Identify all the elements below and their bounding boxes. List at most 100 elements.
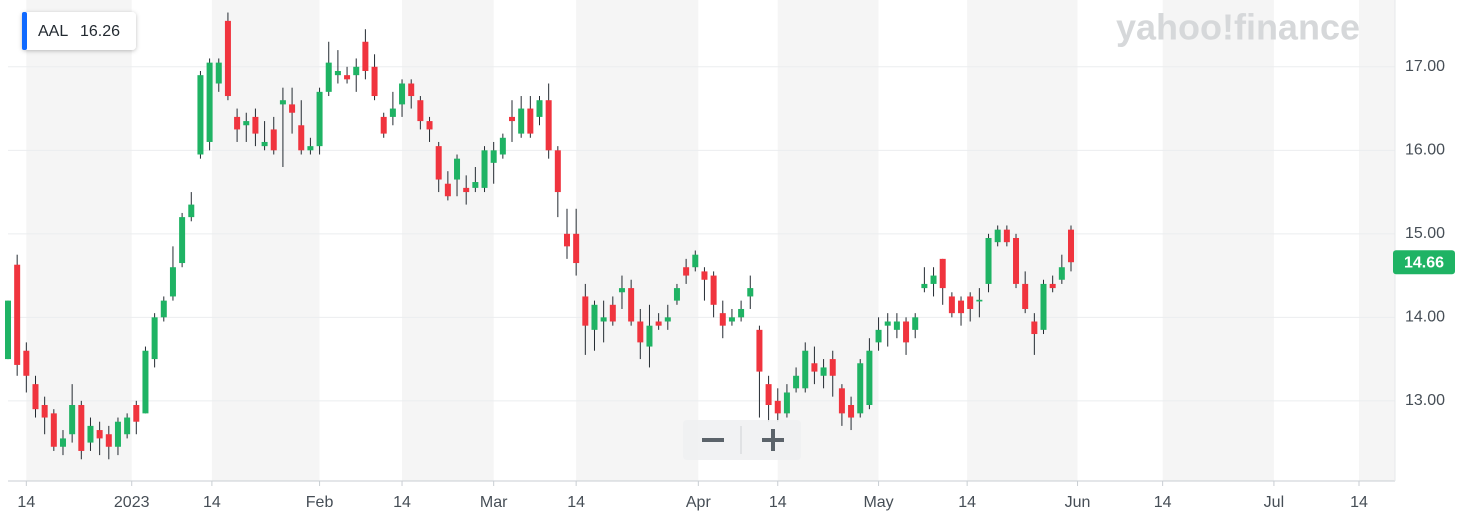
candle-body (96, 430, 103, 439)
shaded-column (1162, 0, 1274, 481)
candle-body (618, 288, 625, 293)
candle-body (380, 116, 387, 134)
candle-body (50, 413, 57, 447)
candle-body (234, 116, 241, 130)
candle-body (1013, 237, 1020, 284)
candle-body (985, 237, 992, 284)
candle-body (362, 41, 369, 71)
candle-body (820, 367, 827, 376)
shaded-column (402, 0, 494, 481)
candle-body (554, 150, 561, 193)
candle-body (683, 267, 690, 276)
y-tick-label: 14.00 (1405, 309, 1445, 326)
candle-body (912, 317, 919, 330)
watermark: yahoo!finance (1116, 7, 1360, 48)
x-tick-label: Jun (1065, 494, 1091, 511)
y-tick-label: 16.00 (1405, 142, 1445, 159)
candle-body (967, 296, 974, 309)
candle-body (692, 254, 699, 268)
candle-body (829, 359, 836, 376)
candle-body (958, 300, 965, 314)
candle-body (1003, 229, 1010, 243)
candle-body (179, 217, 186, 264)
candle-body (756, 329, 763, 372)
candle-body (499, 137, 506, 155)
candle-body (628, 288, 635, 322)
last-price-tag: 14.66 (1393, 250, 1455, 275)
shaded-column (1359, 0, 1395, 481)
candle-body (866, 350, 873, 406)
y-tick-label: 15.00 (1405, 225, 1445, 242)
candle-body (142, 350, 149, 414)
candle-body (105, 434, 112, 447)
candle-body (903, 321, 910, 343)
candle-body (32, 384, 39, 410)
ticker-accent (22, 12, 27, 50)
x-tick-label: Feb (306, 494, 334, 511)
candle-body (646, 325, 653, 347)
candle-body (252, 116, 259, 134)
grid-layer (8, 66, 1395, 486)
candle-body (563, 233, 570, 247)
x-tick-label: 14 (203, 494, 221, 511)
candle-body (160, 300, 167, 318)
zoom-controls (683, 420, 801, 460)
candle-body (114, 421, 121, 447)
y-tick-label: 13.00 (1405, 392, 1445, 409)
candle-body (710, 275, 717, 305)
background-layer (26, 0, 1395, 481)
y-tick-label: 17.00 (1405, 58, 1445, 75)
candle-body (435, 146, 442, 180)
candle-body (994, 229, 1001, 243)
candle-body (976, 299, 983, 302)
x-tick-label: 14 (1350, 494, 1368, 511)
candle-body (591, 304, 598, 330)
x-tick-label: 2023 (114, 494, 150, 511)
candle-body (133, 405, 140, 422)
ticker-symbol: AAL (38, 23, 68, 40)
candle-body (728, 317, 735, 322)
x-tick-label: Mar (480, 494, 508, 511)
candle-body (930, 275, 937, 284)
candle-body (545, 100, 552, 151)
candle-body (893, 321, 900, 330)
candle-body (41, 405, 48, 418)
candle-body (719, 313, 726, 326)
shaded-column (777, 0, 879, 481)
candle-body (261, 141, 268, 147)
candle-body (793, 375, 800, 389)
x-tick-label: Apr (686, 494, 712, 511)
candle-body (289, 104, 296, 113)
candle-body (124, 417, 131, 435)
last-price-box (1393, 250, 1455, 275)
candle-body (655, 321, 662, 326)
candle-body (582, 296, 589, 326)
candle-body (747, 288, 754, 297)
candle-body (948, 296, 955, 314)
candle-body (463, 187, 470, 193)
shaded-column (967, 0, 1078, 481)
candle-body (69, 405, 76, 435)
last-price-label: 14.66 (1404, 254, 1444, 271)
candle-body (14, 264, 21, 365)
candle-body (371, 66, 378, 97)
candle-body (408, 83, 415, 97)
candle-body (307, 146, 314, 151)
x-tick-label: 14 (567, 494, 585, 511)
x-tick-label: 14 (958, 494, 976, 511)
candle-body (316, 91, 323, 147)
candle-body (426, 121, 433, 130)
candle-body (5, 300, 11, 360)
candle-body (59, 438, 66, 447)
candle-body (802, 350, 809, 389)
candle-body (1049, 283, 1056, 289)
candle-body (673, 288, 680, 301)
candle-body (243, 121, 250, 126)
candle-body (197, 75, 204, 155)
zoom-in-button[interactable] (762, 429, 784, 451)
candle-body (325, 62, 332, 92)
candle-body (169, 267, 176, 297)
candle-body (857, 363, 864, 414)
candle-body (344, 75, 351, 80)
